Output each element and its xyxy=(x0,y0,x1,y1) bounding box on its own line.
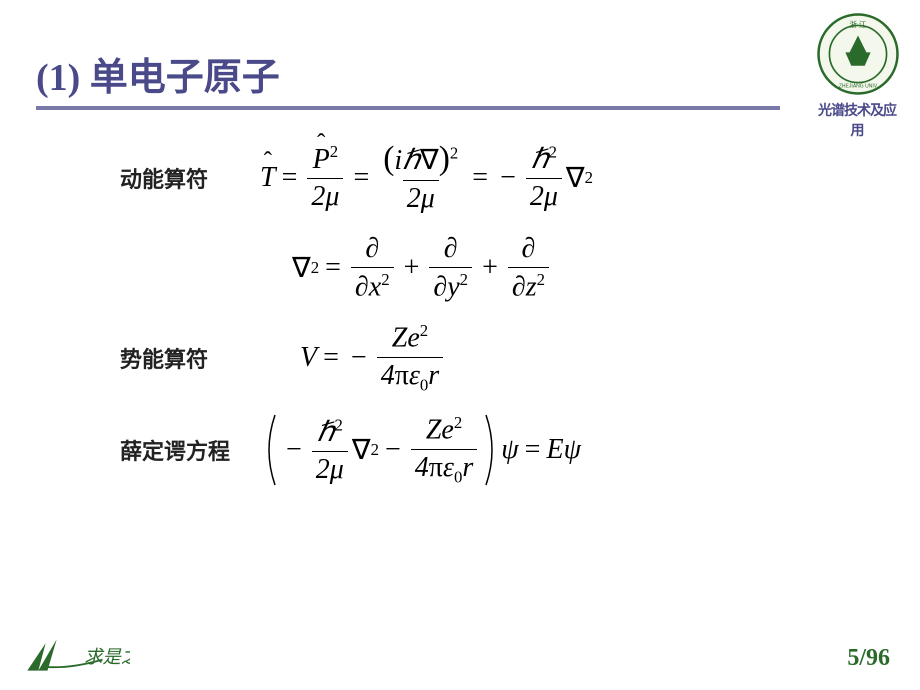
slide: (1) 单电子原子 浙 江 ZHEJIANG UNIV 光谱技术及应用 动能算符… xyxy=(0,0,920,690)
right-paren-icon xyxy=(481,413,501,487)
title-row: (1) 单电子原子 xyxy=(36,46,780,101)
svg-text:ZHEJIANG UNIV: ZHEJIANG UNIV xyxy=(839,84,878,90)
row-schrodinger: 薛定谔方程 − ℏ2 2μ ∇2 − Ze2 4πε0r ψ=Eψ xyxy=(120,413,800,487)
eq-laplacian: ∇2= ∂ ∂x2 + ∂ ∂y2 + ∂ ∂z2 xyxy=(292,233,553,303)
svg-text:求是之光: 求是之光 xyxy=(84,647,130,667)
eq-kinetic: T= P2 2μ = (iℏ∇)2 2μ =− ℏ2 2μ ∇2 xyxy=(260,140,593,215)
label-kinetic: 动能算符 xyxy=(120,162,260,194)
university-seal-icon: 浙 江 ZHEJIANG UNIV xyxy=(816,12,900,96)
slide-title: (1) 单电子原子 xyxy=(36,57,280,99)
row-potential: 势能算符 V=− Ze2 4πε0r xyxy=(120,321,800,395)
title-underline xyxy=(36,106,780,110)
label-potential: 势能算符 xyxy=(120,342,260,374)
row-kinetic: 动能算符 T= P2 2μ = (iℏ∇)2 2μ =− ℏ2 2μ ∇2 xyxy=(120,140,800,215)
slide-body: 动能算符 T= P2 2μ = (iℏ∇)2 2μ =− ℏ2 2μ ∇2 xyxy=(120,140,800,505)
label-schrodinger: 薛定谔方程 xyxy=(120,434,260,466)
side-subtitle: 光谱技术及应用 xyxy=(814,100,900,140)
eq-schrodinger: − ℏ2 2μ ∇2 − Ze2 4πε0r ψ=Eψ xyxy=(260,413,581,487)
row-laplacian: ∇2= ∂ ∂x2 + ∂ ∂y2 + ∂ ∂z2 xyxy=(292,233,800,303)
eq-potential: V=− Ze2 4πε0r xyxy=(300,321,447,395)
bottom-logo-icon: 求是之光 xyxy=(20,630,130,680)
page-number: 5/96 xyxy=(847,645,890,672)
left-paren-icon xyxy=(260,413,280,487)
svg-text:浙 江: 浙 江 xyxy=(850,19,867,29)
